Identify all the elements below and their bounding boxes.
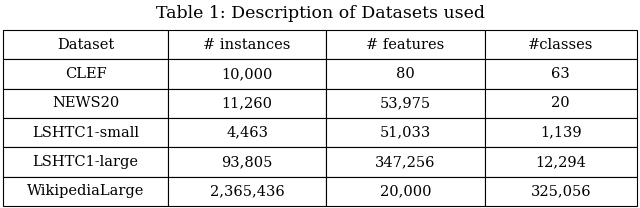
Text: # instances: # instances xyxy=(204,38,291,52)
Bar xyxy=(3,147,168,177)
Bar xyxy=(3,177,168,206)
Bar xyxy=(326,59,484,89)
Text: 12,294: 12,294 xyxy=(535,155,586,169)
Bar xyxy=(484,177,637,206)
Text: 4,463: 4,463 xyxy=(226,126,268,140)
Bar xyxy=(3,59,168,89)
Text: # features: # features xyxy=(367,38,445,52)
Bar xyxy=(326,147,484,177)
Text: 20,000: 20,000 xyxy=(380,184,431,198)
Text: 51,033: 51,033 xyxy=(380,126,431,140)
Bar xyxy=(484,89,637,118)
Bar xyxy=(168,177,326,206)
Bar xyxy=(484,118,637,147)
Text: LSHTC1-small: LSHTC1-small xyxy=(32,126,139,140)
Text: 1,139: 1,139 xyxy=(540,126,582,140)
Bar xyxy=(326,118,484,147)
Text: 2,365,436: 2,365,436 xyxy=(210,184,285,198)
Bar xyxy=(168,118,326,147)
Text: #classes: #classes xyxy=(528,38,593,52)
Text: 80: 80 xyxy=(396,67,415,81)
Bar xyxy=(484,30,637,59)
Text: CLEF: CLEF xyxy=(65,67,106,81)
Text: WikipediaLarge: WikipediaLarge xyxy=(27,184,144,198)
Text: 93,805: 93,805 xyxy=(221,155,273,169)
Text: 10,000: 10,000 xyxy=(221,67,273,81)
Text: 325,056: 325,056 xyxy=(531,184,591,198)
Text: 53,975: 53,975 xyxy=(380,96,431,110)
Text: 63: 63 xyxy=(552,67,570,81)
Text: 20: 20 xyxy=(552,96,570,110)
Bar xyxy=(3,89,168,118)
Text: Dataset: Dataset xyxy=(57,38,114,52)
Bar xyxy=(168,89,326,118)
Bar xyxy=(168,59,326,89)
Bar xyxy=(326,30,484,59)
Bar xyxy=(168,30,326,59)
Bar xyxy=(326,89,484,118)
Bar xyxy=(484,147,637,177)
Text: NEWS20: NEWS20 xyxy=(52,96,119,110)
Bar xyxy=(168,147,326,177)
Text: LSHTC1-large: LSHTC1-large xyxy=(33,155,139,169)
Bar xyxy=(3,30,168,59)
Text: 11,260: 11,260 xyxy=(221,96,273,110)
Bar xyxy=(484,59,637,89)
Text: 347,256: 347,256 xyxy=(375,155,436,169)
Bar xyxy=(3,118,168,147)
Bar xyxy=(326,177,484,206)
Text: Table 1: Description of Datasets used: Table 1: Description of Datasets used xyxy=(156,5,484,22)
